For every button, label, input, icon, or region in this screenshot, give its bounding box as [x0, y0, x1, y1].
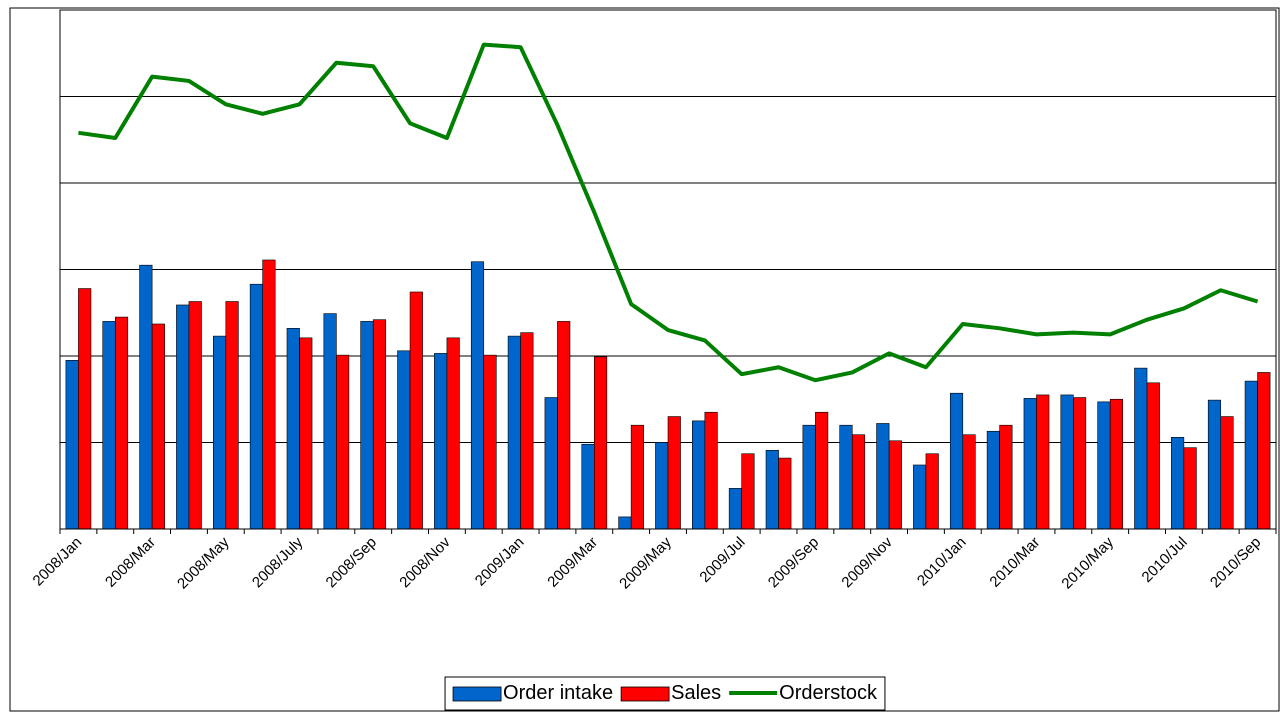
bar [446, 337, 460, 530]
bar [913, 464, 927, 530]
bar [114, 316, 129, 530]
bar [434, 353, 448, 530]
legend-label: Sales [671, 682, 721, 704]
bar [151, 323, 165, 530]
bar [323, 313, 337, 530]
bar [507, 335, 521, 530]
bar [1060, 394, 1074, 530]
bar [581, 443, 595, 530]
bar [1183, 447, 1197, 530]
bar [286, 328, 300, 530]
bar [655, 442, 669, 530]
legend-swatch [452, 686, 502, 702]
legend-item: Sales [620, 682, 721, 704]
bar [1244, 380, 1258, 530]
bar [544, 397, 558, 530]
bar [360, 321, 374, 530]
bar [1036, 394, 1050, 530]
bar [618, 516, 632, 530]
bar [728, 488, 742, 530]
bar [249, 283, 263, 530]
bar [949, 392, 964, 530]
bar [851, 434, 866, 530]
bar [470, 261, 485, 530]
line [78, 42, 1259, 383]
bar [520, 332, 534, 530]
bar [483, 354, 497, 530]
bar [1207, 399, 1222, 530]
bar [999, 424, 1013, 530]
bar [262, 259, 276, 530]
bar [1220, 416, 1234, 530]
bar [765, 449, 779, 530]
bar [986, 430, 1000, 530]
bar [1257, 372, 1271, 530]
legend-item: Order intake [452, 682, 613, 704]
bar [925, 453, 939, 530]
legend: Order intake Sales Orderstock [444, 676, 886, 711]
bar [1171, 437, 1185, 530]
bar [704, 411, 718, 530]
bar [176, 304, 190, 530]
bar [778, 457, 792, 530]
bar [65, 360, 79, 530]
legend-item: Orderstock [729, 682, 878, 704]
bar [692, 420, 706, 530]
bar [630, 424, 644, 530]
bar [225, 301, 239, 530]
bar [962, 434, 976, 530]
bar [397, 350, 411, 530]
bar [188, 301, 202, 530]
bar [1097, 401, 1111, 530]
bar [139, 264, 153, 530]
bar [336, 354, 350, 530]
legend-swatch [620, 686, 670, 702]
bar [299, 337, 313, 530]
legend-label: Orderstock [779, 682, 878, 704]
bar [78, 288, 92, 530]
bar [372, 319, 387, 530]
legend-label: Order intake [503, 682, 613, 704]
bar [102, 321, 116, 530]
bar [888, 440, 902, 530]
bar [802, 424, 816, 530]
bar [1146, 382, 1160, 530]
bar [1073, 397, 1087, 530]
bar [557, 321, 571, 530]
bar [741, 453, 755, 530]
bar [1134, 367, 1148, 530]
bar [1023, 398, 1037, 530]
bar [667, 416, 681, 530]
bar [409, 291, 423, 530]
bar [839, 424, 853, 530]
bar [1109, 398, 1124, 530]
bar [212, 335, 227, 530]
bar [594, 356, 608, 530]
bar [815, 411, 829, 530]
bar [876, 423, 890, 530]
